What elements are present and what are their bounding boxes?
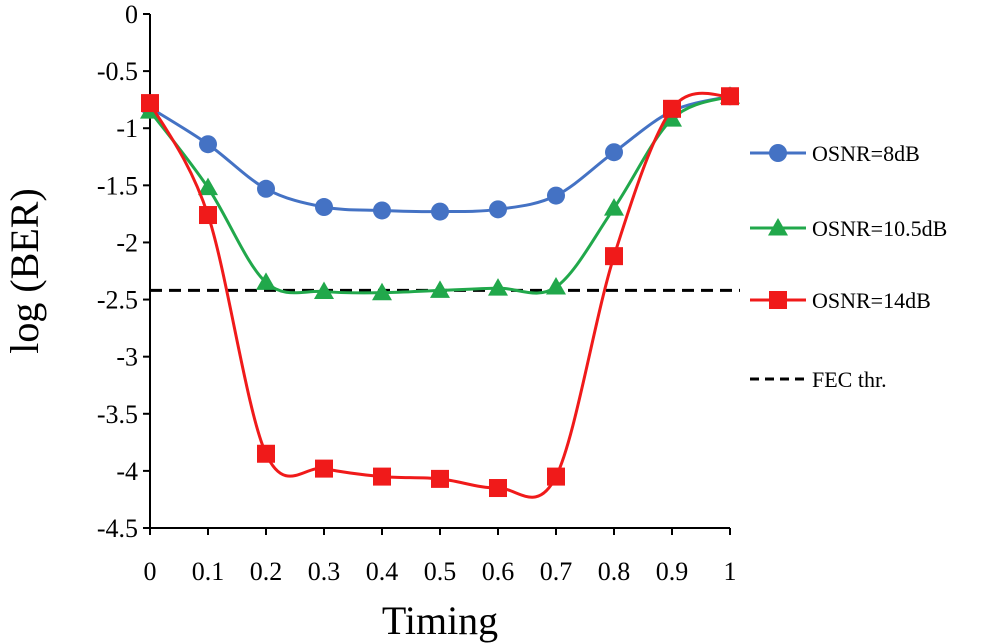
data-point-circle xyxy=(257,179,275,198)
data-point-triangle xyxy=(604,198,624,216)
x-axis-title: Timing xyxy=(382,598,498,643)
data-point-square xyxy=(605,247,623,266)
legend-label: FEC thr. xyxy=(812,367,887,392)
data-point-square xyxy=(431,469,449,488)
data-point-circle xyxy=(489,200,507,219)
data-point-square xyxy=(257,444,275,463)
y-tick-label: -3 xyxy=(116,343,138,372)
data-point-triangle xyxy=(430,280,450,298)
y-tick-label: -0.5 xyxy=(97,57,138,86)
tick-labels: 0-0.5-1-1.5-2-2.5-3-3.5-4-4.50 0.1 0.2 0.3 0… xyxy=(97,0,737,586)
y-tick-label: 0 xyxy=(125,0,138,29)
x-tick-label: 1 xyxy=(724,557,737,586)
data-point-circle xyxy=(373,201,391,220)
data-point-triangle xyxy=(662,109,682,127)
data-point-circle xyxy=(199,135,217,154)
legend-label: OSNR=8dB xyxy=(812,141,920,166)
data-point-circle xyxy=(315,198,333,217)
data-point-square xyxy=(489,479,507,498)
legend-marker-triangle xyxy=(768,218,788,236)
data-point-triangle xyxy=(372,282,392,301)
data-point-triangle xyxy=(488,278,508,296)
data-point-circle xyxy=(605,143,623,162)
x-tick-label: 0.2 xyxy=(250,557,283,586)
data-point-triangle xyxy=(256,272,276,290)
y-tick-label: -1.5 xyxy=(97,171,138,200)
x-tick-label: 0.8 xyxy=(598,557,631,586)
data-point-circle xyxy=(547,186,565,205)
data-point-square xyxy=(373,467,391,486)
legend-label: OSNR=14dB xyxy=(812,288,931,313)
data-point-triangle xyxy=(546,276,566,295)
data-point-square xyxy=(663,99,681,118)
legend: OSNR=8dB OSNR=10.5dB OSNR=14dB FEC thr. xyxy=(750,141,947,392)
y-axis-title: log (BER) xyxy=(2,188,47,354)
data-point-triangle xyxy=(314,281,334,300)
x-tick-label: 0.4 xyxy=(366,557,399,586)
x-tick-label: 0.5 xyxy=(424,557,457,586)
legend-marker-circle xyxy=(769,144,787,162)
x-tick-label: 0.7 xyxy=(540,557,573,586)
y-tick-label: -3.5 xyxy=(97,400,138,429)
data-point-circle xyxy=(431,202,449,221)
x-tick-label: 0.6 xyxy=(482,557,515,586)
data-point-square xyxy=(315,459,333,478)
x-tick-label: 0.1 xyxy=(192,557,225,586)
legend-label: OSNR=10.5dB xyxy=(812,216,947,241)
series-line-2 xyxy=(148,94,731,295)
series-line-1 xyxy=(149,94,731,214)
series-layer xyxy=(140,86,740,499)
data-point-square xyxy=(141,94,159,113)
y-tick-label: -2 xyxy=(116,228,138,257)
x-tick-label: 0 xyxy=(144,557,157,586)
x-tick-label: 0.3 xyxy=(308,557,341,586)
y-tick-label: -4.5 xyxy=(97,514,138,543)
data-point-triangle xyxy=(198,177,218,196)
data-point-square xyxy=(547,467,565,486)
y-tick-label: -4 xyxy=(116,457,138,486)
data-point-square xyxy=(199,206,217,225)
axes xyxy=(143,13,731,535)
data-point-square xyxy=(721,87,739,106)
y-tick-label: -2.5 xyxy=(97,286,138,315)
y-tick-label: -1 xyxy=(116,114,138,143)
legend-marker-square xyxy=(769,291,787,309)
x-tick-label: 0.9 xyxy=(656,557,689,586)
